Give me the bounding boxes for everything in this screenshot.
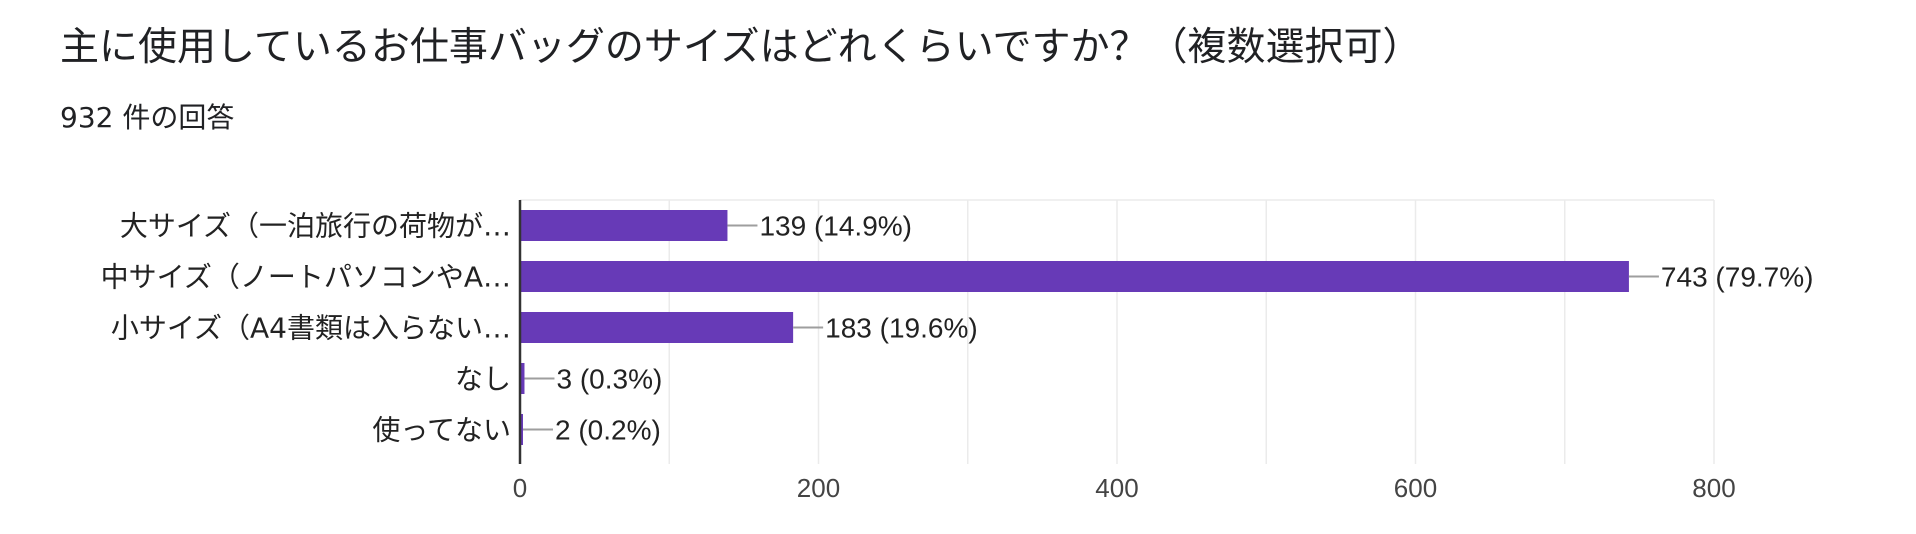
x-tick-label: 400 (1095, 473, 1138, 503)
bar (520, 210, 728, 241)
x-tick-label: 800 (1692, 473, 1735, 503)
category-label: なし (455, 363, 511, 396)
axis-layer: 0 200 400 600 800 (513, 200, 1736, 503)
bar (520, 261, 1629, 292)
category-label: 中サイズ（ノートパソコンやA… (101, 261, 511, 294)
grid-layer (520, 199, 1715, 464)
data-label: 2 (0.2%) (555, 415, 661, 446)
data-label: 183 (19.6%) (825, 313, 978, 344)
data-label: 139 (14.9%) (759, 211, 912, 242)
category-label: 使ってない (372, 414, 511, 447)
data-label: 743 (79.7%) (1661, 262, 1814, 293)
bar (520, 414, 523, 445)
bars-layer (520, 210, 1629, 445)
category-label: 大サイズ（一泊旅行の荷物が… (120, 210, 511, 243)
bar (520, 312, 794, 343)
x-tick-label: 600 (1394, 473, 1437, 503)
x-tick-label: 0 (513, 473, 527, 503)
bar (520, 363, 525, 394)
x-tick-label: 200 (797, 473, 840, 503)
category-label: 小サイズ（A4書類は入らない… (111, 312, 511, 345)
labels-layer: 大サイズ（一泊旅行の荷物が… 139 (14.9%) 中サイズ（ノートパソコンやA…… (101, 210, 1814, 447)
page-title: 主に使用しているお仕事バッグのサイズはどれくらいですか？（複数選択可） (60, 25, 1422, 70)
response-count: 932 件の回答 (60, 101, 235, 134)
data-label: 3 (0.3%) (556, 364, 662, 395)
